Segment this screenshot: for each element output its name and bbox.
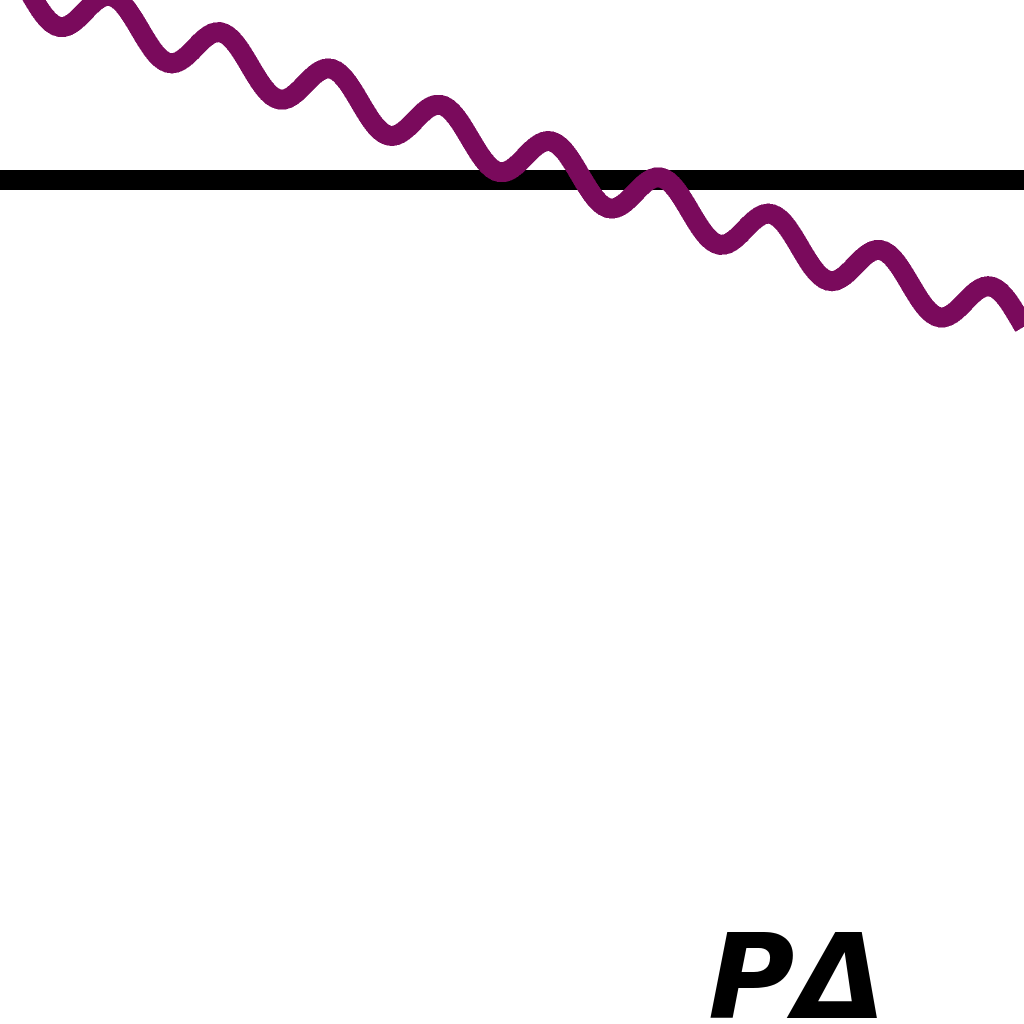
diagram-label: PΔ bbox=[708, 908, 886, 1024]
wavy-line bbox=[22, 0, 1024, 332]
